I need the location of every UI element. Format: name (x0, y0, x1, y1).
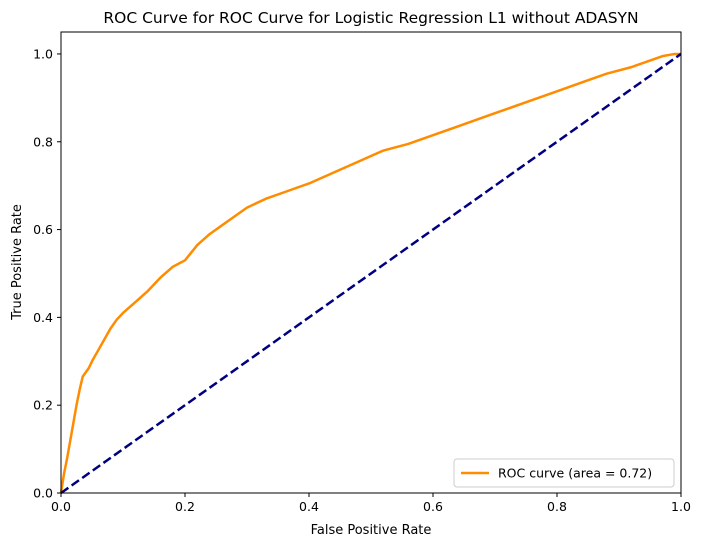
plot-frame (60, 31, 682, 494)
x-tick-label: 0.8 (547, 499, 567, 514)
y-axis-title: True Positive Rate (10, 204, 25, 321)
legend-label-roc: ROC curve (area = 0.72) (498, 466, 652, 481)
x-tick-label: 0.6 (423, 499, 443, 514)
y-axis-ticks: 0.0 0.2 0.4 0.6 0.8 1.0 (33, 46, 61, 501)
plot-area (59, 31, 682, 495)
series-layer (59, 52, 682, 495)
x-axis-ticks: 0.0 0.2 0.4 0.6 0.8 1.0 (51, 493, 691, 514)
y-tick-label: 1.0 (33, 46, 53, 61)
legend-box (453, 458, 675, 488)
x-axis-title: False Positive Rate (311, 523, 432, 538)
legend: ROC curve (area = 0.72) (453, 458, 675, 488)
x-tick-label: 0.2 (175, 499, 195, 514)
y-tick-label: 0.8 (33, 134, 53, 149)
x-tick-label: 0.4 (299, 499, 319, 514)
y-tick-label: 0.0 (33, 486, 53, 501)
y-tick-label: 0.2 (33, 398, 53, 413)
chart-title: ROC Curve for ROC Curve for Logistic Reg… (103, 9, 638, 27)
roc-curve-line (59, 52, 681, 494)
chance-diagonal-line (60, 52, 682, 495)
y-tick-label: 0.4 (33, 310, 53, 325)
x-tick-label: 0.0 (51, 499, 71, 514)
y-tick-label: 0.6 (33, 222, 53, 237)
x-tick-label: 1.0 (671, 499, 691, 514)
